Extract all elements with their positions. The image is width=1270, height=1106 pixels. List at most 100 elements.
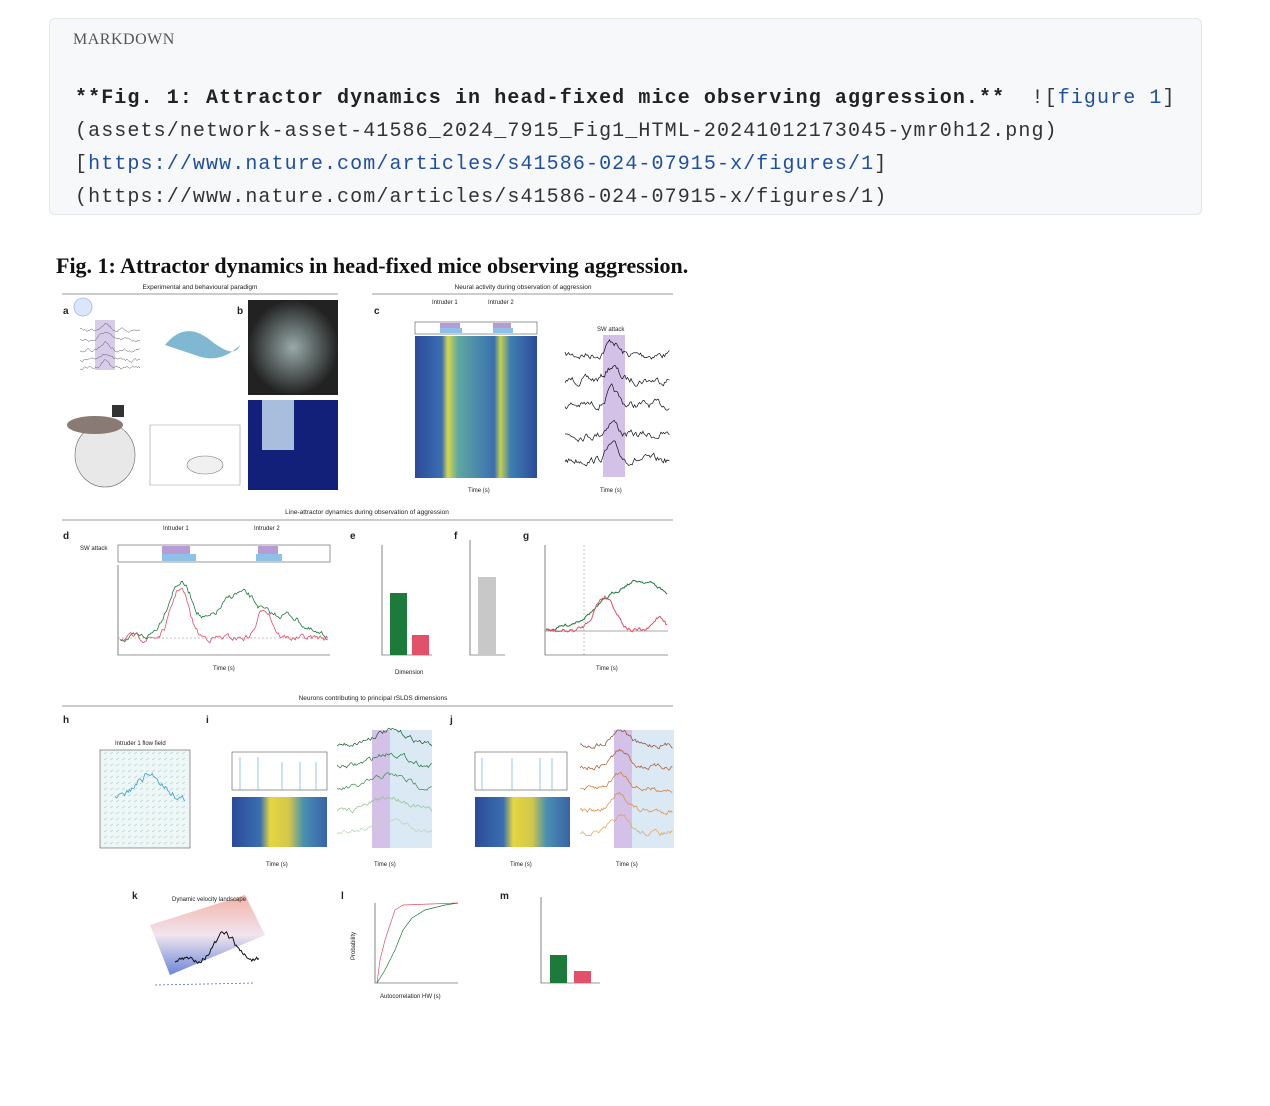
flow-arrow <box>115 751 120 755</box>
flow-arrow <box>109 817 114 821</box>
flow-arrow <box>133 751 138 755</box>
figure-label: Time (s) <box>596 666 618 672</box>
flow-arrow <box>133 757 138 761</box>
flow-arrow <box>115 817 120 821</box>
flow-arrow <box>145 769 150 773</box>
image-gcamp <box>248 300 338 395</box>
flow-arrow <box>163 835 168 839</box>
flow-arrow <box>121 799 126 803</box>
figure-label: Intruder 1 flow field <box>115 741 166 747</box>
cage-bar <box>493 328 513 333</box>
flow-arrow <box>151 763 156 767</box>
flow-arrow <box>169 781 174 785</box>
cage-bar <box>440 328 462 333</box>
flow-arrow <box>127 811 132 815</box>
objective <box>112 405 124 417</box>
flow-arrow <box>163 829 168 833</box>
flow-arrow <box>133 835 138 839</box>
landscape <box>150 895 265 975</box>
attack-bar <box>493 323 511 328</box>
link-icon[interactable] <box>73 297 93 317</box>
flow-arrow <box>169 769 174 773</box>
flow-arrow <box>151 793 156 797</box>
flow-arrow <box>133 829 138 833</box>
panel-letter: d <box>63 531 69 542</box>
panel-letter: i <box>206 715 209 726</box>
energy-surface <box>165 331 240 359</box>
code-line: [https://www.nature.com/articles/s41586-… <box>75 153 887 176</box>
stem-plot <box>474 751 568 791</box>
flow-arrow <box>103 787 108 791</box>
flow-arrow <box>121 763 126 767</box>
flow-arrow <box>115 781 120 785</box>
flow-arrow <box>151 823 156 827</box>
flow-arrow <box>127 805 132 809</box>
flow-arrow <box>127 793 132 797</box>
flow-arrow <box>181 841 186 845</box>
flow-arrow <box>133 811 138 815</box>
flow-arrow <box>133 775 138 779</box>
flow-arrow <box>175 787 180 791</box>
flow-arrow <box>157 757 162 761</box>
flow-arrow <box>139 781 144 785</box>
flow-arrow <box>109 751 114 755</box>
flow-arrow <box>157 841 162 845</box>
attack-band <box>614 730 632 848</box>
flow-arrow <box>115 841 120 845</box>
figure-label: Time (s) <box>266 862 288 868</box>
flow-arrow <box>109 823 114 827</box>
flow-arrow <box>115 829 120 833</box>
behavior-raster <box>117 544 331 563</box>
flow-arrow <box>115 805 120 809</box>
flow-arrow <box>109 781 114 785</box>
flow-arrow <box>121 751 126 755</box>
attack-band <box>603 335 625 477</box>
flow-arrow <box>175 781 180 785</box>
flow-arrow <box>163 823 168 827</box>
flow-arrow <box>145 811 150 815</box>
flow-arrow <box>169 829 174 833</box>
heatmap <box>415 336 537 478</box>
figure-label: Time (s) <box>213 666 235 672</box>
flow-arrow <box>127 829 132 833</box>
flow-arrow <box>103 781 108 785</box>
flow-arrow <box>133 793 138 797</box>
code-bold: **Fig. 1: Attractor dynamics in head-fix… <box>75 87 1006 110</box>
flow-arrow <box>181 751 186 755</box>
trace <box>579 748 673 771</box>
attack-band <box>95 320 115 370</box>
axes <box>540 897 600 984</box>
flow-arrow <box>121 805 126 809</box>
figure-label: Time (s) <box>468 488 490 494</box>
flow-arrow <box>127 787 132 791</box>
flow-arrow <box>103 817 108 821</box>
flow-arrow <box>169 763 174 767</box>
figure-label: Intruder 2 <box>254 526 280 532</box>
flow-arrow <box>151 781 156 785</box>
bar-x1 <box>550 955 567 983</box>
panel-letter: a <box>63 306 69 317</box>
flow-arrow <box>109 775 114 779</box>
flow-arrow <box>175 775 180 779</box>
code-url[interactable]: https://www.nature.com/articles/s41586-0… <box>88 153 875 176</box>
flow-arrow <box>121 781 126 785</box>
flow-arrow <box>133 841 138 845</box>
figure-label: Time (s) <box>600 488 622 494</box>
flow-arrow <box>121 787 126 791</box>
flow-arrow <box>139 829 144 833</box>
flow-arrow <box>103 799 108 803</box>
figure-label: Dynamic velocity landscape <box>172 897 247 903</box>
flow-arrow <box>163 769 168 773</box>
flow-arrow <box>115 835 120 839</box>
flow-arrow <box>109 787 114 791</box>
flow-arrow <box>157 823 162 827</box>
flow-arrow <box>169 775 174 779</box>
flow-arrow <box>103 793 108 797</box>
flow-arrow <box>157 817 162 821</box>
line-attractor <box>154 982 256 986</box>
flow-arrow <box>151 775 156 779</box>
flow-arrow <box>139 805 144 809</box>
trace <box>579 791 673 816</box>
code-link-text[interactable]: figure 1 <box>1057 87 1163 110</box>
flow-arrow <box>145 835 150 839</box>
